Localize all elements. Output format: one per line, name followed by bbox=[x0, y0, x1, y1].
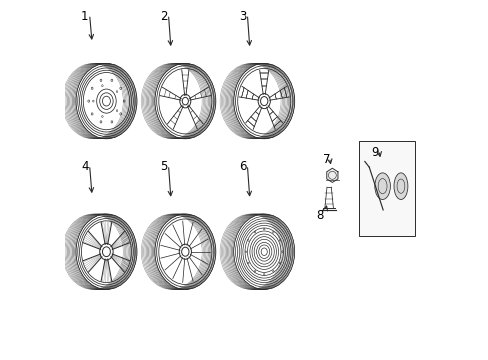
Text: 2: 2 bbox=[160, 10, 167, 23]
Bar bbox=[359, 140, 414, 235]
Text: 6: 6 bbox=[239, 160, 246, 173]
Text: 4: 4 bbox=[81, 160, 88, 173]
Text: 1: 1 bbox=[81, 10, 88, 23]
Text: 9: 9 bbox=[371, 146, 378, 159]
Text: 3: 3 bbox=[239, 10, 246, 23]
Polygon shape bbox=[326, 168, 337, 183]
Text: 8: 8 bbox=[315, 209, 323, 222]
Text: 7: 7 bbox=[323, 153, 330, 166]
Text: 5: 5 bbox=[160, 160, 167, 173]
Ellipse shape bbox=[393, 173, 407, 199]
Ellipse shape bbox=[374, 173, 389, 199]
